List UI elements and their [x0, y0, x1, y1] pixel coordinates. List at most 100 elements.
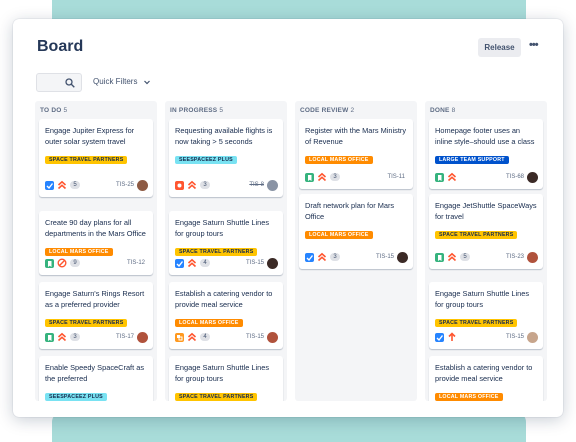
priority-highest-icon	[57, 332, 67, 342]
subtask-icon	[175, 332, 184, 342]
story-icon	[435, 252, 444, 262]
avatar	[137, 331, 148, 343]
issue-key[interactable]: TIS-15	[245, 260, 264, 266]
issue-card[interactable]: Register with the Mars Ministry of Reven…	[299, 119, 413, 189]
story-points-badge: 5	[460, 253, 470, 261]
search-input[interactable]	[36, 73, 82, 92]
column-count: 5	[219, 107, 224, 114]
avatar	[397, 251, 408, 263]
blocker-icon	[57, 258, 67, 268]
task-icon	[45, 180, 54, 190]
issue-key[interactable]: TIS-11	[387, 174, 405, 180]
issue-card[interactable]: Create 90 day plans for all departments …	[39, 211, 153, 275]
story-points-badge: 3	[330, 253, 340, 261]
card-footer: TIS-68	[435, 171, 538, 183]
search-icon	[65, 78, 75, 88]
issue-key[interactable]: TIS-15	[245, 334, 264, 340]
more-actions-icon[interactable]: •••	[529, 39, 539, 51]
quick-filters-dropdown[interactable]: Quick Filters	[93, 77, 151, 86]
card-footer: 3 TIS-17	[45, 331, 148, 343]
story-icon	[45, 258, 54, 268]
epic-label: LARGE TEAM SUPPORT	[435, 156, 509, 164]
card-title: Establish a catering vendor to provide m…	[175, 289, 273, 309]
issue-card[interactable]: Engage Saturn's Rings Resort as a prefer…	[39, 282, 153, 349]
story-points-badge: 4	[200, 333, 210, 341]
epic-label: LOCAL MARS OFFICE	[435, 393, 503, 401]
issue-key[interactable]: TIS-23	[505, 254, 524, 260]
issue-card[interactable]: Establish a catering vendor to provide m…	[429, 356, 543, 401]
issue-card[interactable]: Draft network plan for Mars Office LOCAL …	[299, 194, 413, 269]
column-count: 5	[63, 107, 68, 114]
card-footer: 3 TIS-11	[305, 171, 408, 183]
story-points-badge: 3	[70, 333, 80, 341]
story-icon	[435, 172, 444, 182]
card-title: Enable Speedy SpaceCraft as the preferre…	[45, 363, 145, 383]
issue-card[interactable]: Requesting available flights is now taki…	[169, 119, 283, 197]
priority-highest-icon	[187, 180, 197, 190]
epic-label: SPACE TRAVEL PARTNERS	[175, 248, 258, 256]
release-button[interactable]: Release	[478, 38, 521, 57]
board-column: IN PROGRESS 5 Requesting available flight…	[165, 101, 287, 401]
issue-card[interactable]: Engage Jupiter Express for outer solar s…	[39, 119, 153, 197]
column-header: IN PROGRESS 5	[165, 101, 287, 121]
issue-key[interactable]: TIS-8	[249, 182, 264, 188]
issue-card[interactable]: Enable Speedy SpaceCraft as the preferre…	[39, 356, 153, 401]
issue-key[interactable]: TIS-15	[505, 334, 524, 340]
issue-key[interactable]: TIS-25	[115, 182, 134, 188]
priority-highest-icon	[57, 180, 67, 190]
column-title: CODE REVIEW	[300, 107, 349, 114]
priority-highest-icon	[447, 172, 457, 182]
epic-label: SPACE TRAVEL PARTNERS	[45, 319, 128, 327]
issue-key[interactable]: TIS-17	[115, 334, 134, 340]
card-footer: TIS-15	[435, 331, 538, 343]
issue-card[interactable]: Engage Saturn Shuttle Lines for group to…	[429, 282, 543, 349]
story-points-badge: 3	[330, 173, 340, 181]
card-title: Draft network plan for Mars Office	[305, 201, 395, 221]
epic-label: SEESPACEEZ PLUS	[175, 156, 237, 164]
column-header: TO DO 5	[35, 101, 157, 121]
issue-card[interactable]: Engage Saturn Shuttle Lines for group to…	[169, 211, 283, 275]
issue-key[interactable]: TIS-68	[505, 174, 524, 180]
task-icon	[435, 332, 444, 342]
epic-label: LOCAL MARS OFFICE	[305, 231, 373, 239]
issue-key[interactable]: TIS-15	[375, 254, 394, 260]
task-icon	[305, 252, 314, 262]
card-title: Engage Saturn Shuttle Lines for group to…	[175, 363, 270, 383]
issue-card[interactable]: Establish a catering vendor to provide m…	[169, 282, 283, 349]
priority-highest-icon	[187, 258, 197, 268]
task-icon	[175, 258, 184, 268]
avatar	[137, 179, 148, 191]
card-footer: 3 TIS-15	[305, 251, 408, 263]
card-title: Establish a catering vendor to provide m…	[435, 363, 533, 383]
column-count: 2	[350, 107, 355, 114]
card-title: Engage Saturn Shuttle Lines for group to…	[175, 218, 270, 238]
epic-label: LOCAL MARS OFFICE	[305, 156, 373, 164]
teal-backdrop-bottom	[52, 412, 526, 442]
card-title: Create 90 day plans for all departments …	[45, 218, 146, 238]
card-footer: 9 TIS-12	[45, 257, 148, 269]
story-points-badge: 4	[200, 259, 210, 267]
card-title: Requesting available flights is now taki…	[175, 126, 273, 146]
story-points-badge: 5	[70, 181, 80, 189]
column-title: IN PROGRESS	[170, 107, 218, 114]
issue-card[interactable]: Engage JetShuttle SpaceWays for travel SP…	[429, 194, 543, 269]
avatar	[267, 257, 278, 269]
card-footer: 5 TIS-25	[45, 179, 148, 191]
epic-label: SPACE TRAVEL PARTNERS	[435, 319, 518, 327]
card-footer: 5 TIS-23	[435, 251, 538, 263]
story-points-badge: 3	[200, 181, 210, 189]
issue-key[interactable]: TIS-12	[126, 260, 145, 266]
issue-card[interactable]: Homepage footer uses an inline style–sho…	[429, 119, 543, 189]
avatar	[527, 331, 538, 343]
avatar	[267, 331, 278, 343]
card-title: Engage Saturn Shuttle Lines for group to…	[435, 289, 530, 309]
bug-icon	[175, 180, 184, 190]
epic-label: SPACE TRAVEL PARTNERS	[435, 231, 518, 239]
story-icon	[305, 172, 314, 182]
epic-label: SPACE TRAVEL PARTNERS	[175, 393, 258, 401]
card-title: Engage Saturn's Rings Resort as a prefer…	[45, 289, 145, 309]
card-footer: 4 TIS-15	[175, 257, 278, 269]
story-icon	[45, 332, 54, 342]
issue-card[interactable]: Engage Saturn Shuttle Lines for group to…	[169, 356, 283, 401]
